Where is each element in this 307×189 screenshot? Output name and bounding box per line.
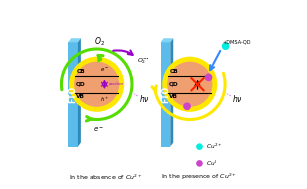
Text: CB: CB [169, 69, 178, 74]
Polygon shape [161, 38, 173, 42]
Polygon shape [134, 93, 139, 98]
Text: exciton: exciton [109, 82, 124, 86]
Circle shape [69, 57, 124, 112]
Circle shape [222, 42, 230, 50]
Text: VB: VB [76, 94, 85, 99]
Text: $Cu^{2+}$: $Cu^{2+}$ [206, 142, 223, 151]
Text: $h\nu$: $h\nu$ [139, 94, 150, 105]
Text: $h^+$: $h^+$ [100, 95, 109, 104]
Text: QD: QD [169, 82, 179, 87]
Circle shape [205, 74, 212, 81]
Polygon shape [161, 42, 170, 147]
Polygon shape [132, 91, 136, 96]
Text: CB: CB [76, 69, 85, 74]
Text: $O_2$: $O_2$ [94, 35, 105, 48]
Circle shape [196, 160, 203, 167]
Polygon shape [68, 42, 78, 147]
Text: FTO: FTO [68, 86, 78, 103]
Text: In the absence of $Cu^{2+}$: In the absence of $Cu^{2+}$ [69, 173, 143, 182]
Text: $Cu^{I}$: $Cu^{I}$ [206, 159, 217, 168]
Polygon shape [170, 38, 173, 147]
Text: $e^-$: $e^-$ [100, 66, 109, 74]
Circle shape [167, 62, 212, 107]
Circle shape [183, 102, 191, 110]
Text: FTO: FTO [161, 86, 170, 103]
Circle shape [196, 143, 203, 150]
Text: $e^-$: $e^-$ [92, 125, 104, 134]
Circle shape [162, 57, 217, 112]
Text: +DMSA-QD: +DMSA-QD [222, 40, 251, 45]
Polygon shape [227, 93, 232, 98]
Text: $O_2^{-•}$: $O_2^{-•}$ [137, 56, 150, 66]
Polygon shape [225, 91, 229, 96]
Text: QD: QD [76, 82, 86, 87]
Circle shape [74, 62, 119, 107]
Text: VB: VB [169, 94, 178, 99]
Text: $h\nu$: $h\nu$ [232, 94, 243, 105]
Text: In the presence of $Cu^{2+}$: In the presence of $Cu^{2+}$ [161, 172, 237, 182]
Polygon shape [68, 38, 81, 42]
Polygon shape [78, 38, 81, 147]
